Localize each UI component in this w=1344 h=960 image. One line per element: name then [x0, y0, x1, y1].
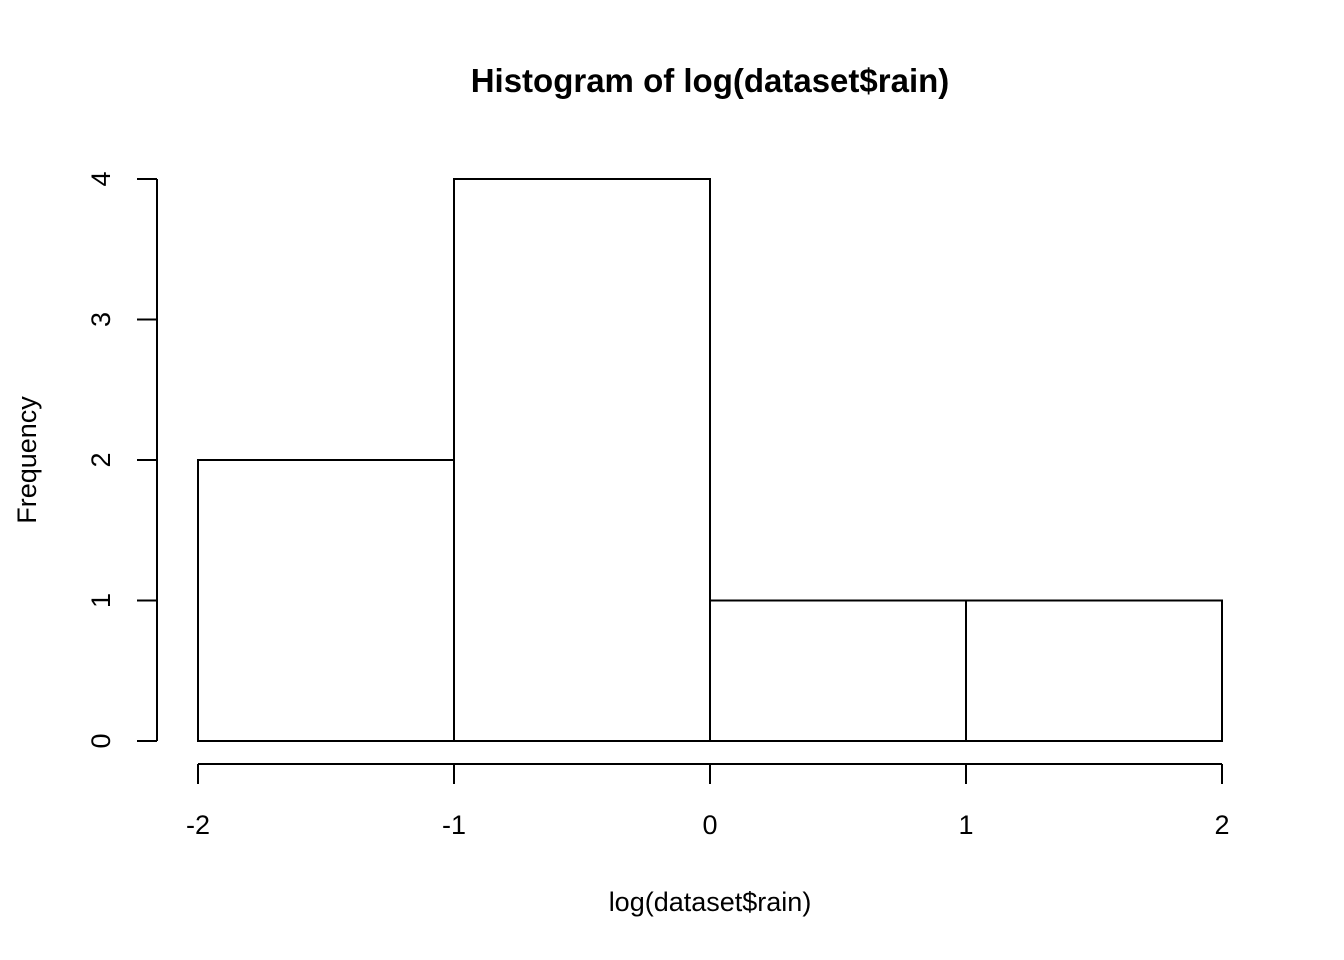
y-tick-label: 0 — [86, 733, 116, 748]
x-axis: -2 -1 0 1 2 — [186, 763, 1230, 840]
y-axis: 0 1 2 3 4 — [86, 171, 158, 749]
x-tick-label: 0 — [702, 810, 717, 840]
histogram-bar-0 — [197, 459, 455, 742]
x-tick-label: -1 — [442, 810, 466, 840]
y-tick-label: 2 — [86, 452, 116, 467]
y-tick-label: 4 — [86, 171, 116, 186]
x-tick-label: 1 — [958, 810, 973, 840]
x-tick-label: -2 — [186, 810, 210, 840]
x-tick-label: 2 — [1214, 810, 1229, 840]
y-axis-label: Frequency — [12, 396, 42, 524]
histogram-bar-3 — [965, 599, 1223, 742]
chart-title: Histogram of log(dataset$rain) — [471, 62, 950, 99]
y-tick-label: 1 — [86, 593, 116, 608]
histogram-bar-1 — [453, 178, 711, 742]
bars-group — [197, 178, 1223, 742]
histogram-bar-2 — [709, 599, 967, 742]
x-axis-label: log(dataset$rain) — [609, 887, 812, 917]
y-tick-label: 3 — [86, 312, 116, 327]
